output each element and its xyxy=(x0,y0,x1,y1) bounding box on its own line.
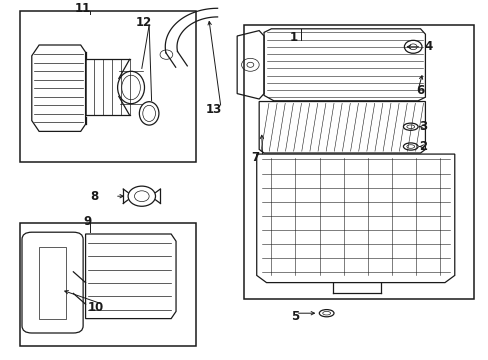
Text: 5: 5 xyxy=(291,310,299,323)
Text: 8: 8 xyxy=(90,190,98,203)
Text: 7: 7 xyxy=(251,151,259,164)
Text: 12: 12 xyxy=(136,16,152,29)
Text: 4: 4 xyxy=(424,40,432,53)
Text: 3: 3 xyxy=(418,120,426,133)
Text: 10: 10 xyxy=(87,301,104,314)
Text: 13: 13 xyxy=(205,103,222,116)
Text: 2: 2 xyxy=(418,140,426,153)
Text: 9: 9 xyxy=(83,215,91,228)
Text: 1: 1 xyxy=(289,31,297,44)
Text: 11: 11 xyxy=(75,2,91,15)
Text: 6: 6 xyxy=(416,84,424,96)
